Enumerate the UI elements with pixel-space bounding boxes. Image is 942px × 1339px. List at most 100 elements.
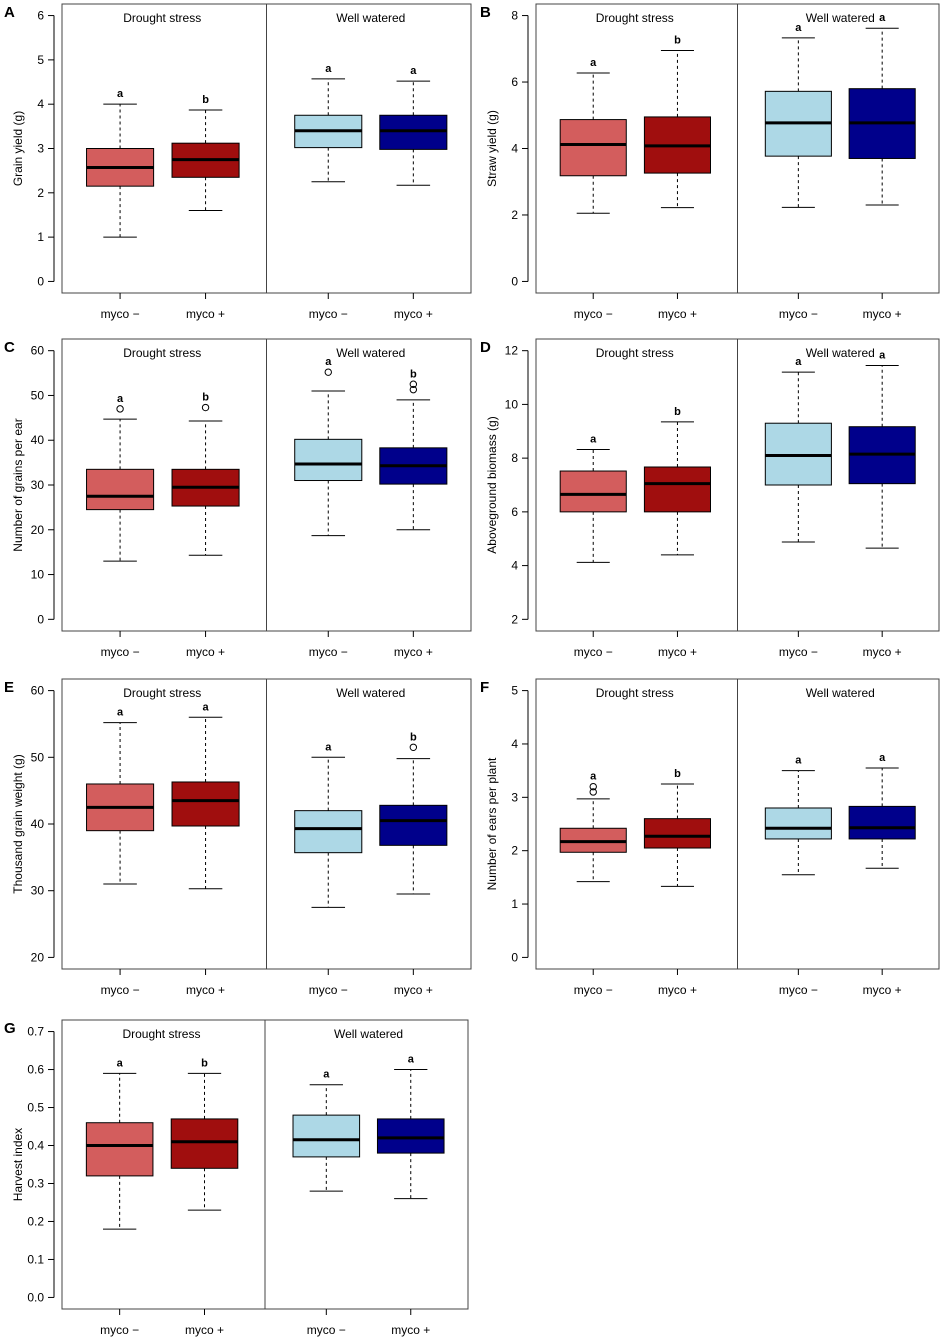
y-tick-label: 0.1: [27, 1252, 44, 1266]
group-label: Well watered: [334, 1027, 403, 1041]
significance-letter: a: [325, 356, 332, 368]
y-tick-label: 0.2: [27, 1214, 44, 1228]
panel-b: B Drought stress Well watered 0 2 4 6 8 Straw yi…: [480, 3, 940, 321]
outlier-point: [116, 405, 124, 413]
y-axis-title: Harvest index: [11, 1128, 25, 1201]
y-tick-label: 50: [31, 388, 45, 402]
x-category-label: myco +: [185, 1323, 224, 1337]
panel-f: F Drought stress Well watered 0 1 2 3 4 5 Number …: [480, 678, 940, 997]
box-drought-minus: a: [559, 771, 627, 883]
significance-letter: a: [795, 755, 802, 767]
box-body: [171, 781, 240, 827]
group-label: Drought stress: [596, 346, 674, 360]
significance-letter: a: [408, 1054, 415, 1066]
y-tick-label: 0: [511, 274, 518, 288]
outlier-point: [409, 743, 418, 751]
significance-letter: b: [202, 392, 209, 404]
group-label: Drought stress: [596, 686, 674, 700]
box-drought-plus: b: [171, 94, 240, 212]
box-drought-plus: b: [643, 34, 711, 209]
box-body: [559, 119, 627, 177]
x-category-label: myco +: [394, 307, 433, 321]
box-well-minus: a: [294, 356, 363, 537]
y-tick-label: 0: [37, 612, 44, 626]
significance-letter: a: [117, 1057, 124, 1069]
group-label: Drought stress: [123, 11, 201, 25]
y-tick-label: 2: [37, 186, 44, 200]
group-label: Well watered: [336, 686, 405, 700]
significance-letter: b: [202, 94, 209, 106]
box-well-plus: b: [379, 731, 448, 895]
outlier-point: [589, 782, 597, 791]
group-label: Well watered: [806, 11, 875, 25]
y-tick-label: 20: [31, 523, 45, 537]
y-axis-title: Aboveground biomass (g): [485, 416, 499, 553]
box-drought-plus: b: [643, 406, 711, 556]
panel-letter: D: [480, 339, 491, 356]
x-category-label: myco +: [658, 307, 697, 321]
outlier-point: [409, 380, 418, 388]
box-well-plus: a: [848, 752, 916, 869]
significance-letter: b: [410, 368, 417, 380]
x-category-label: myco −: [101, 645, 140, 659]
y-tick-label: 2: [511, 208, 518, 222]
panel-letter: F: [480, 679, 489, 696]
group-label: Well watered: [336, 11, 405, 25]
panel-letter: B: [480, 4, 491, 21]
box-well-minus: a: [764, 356, 832, 543]
y-tick-label: 40: [31, 433, 45, 447]
outlier-point: [324, 368, 332, 376]
y-tick-label: 4: [37, 97, 44, 111]
y-tick-label: 4: [511, 142, 518, 156]
group-label: Drought stress: [122, 1027, 200, 1041]
y-tick-label: 8: [511, 451, 518, 465]
box-drought-minus: a: [86, 88, 155, 238]
x-category-label: myco −: [101, 307, 140, 321]
y-axis-title: Straw yield (g): [485, 110, 499, 187]
x-category-label: myco −: [309, 983, 348, 997]
significance-letter: a: [410, 65, 417, 77]
box-body: [376, 1118, 445, 1154]
box-well-minus: a: [764, 22, 832, 208]
y-tick-label: 0.6: [27, 1063, 44, 1077]
x-category-label: myco −: [101, 983, 140, 997]
panel-e: E Drought stress Well watered 20 30 40 50 60 Tho…: [4, 678, 472, 997]
box-drought-plus: b: [170, 1057, 239, 1211]
y-tick-label: 6: [511, 505, 518, 519]
significance-letter: a: [117, 707, 124, 719]
x-category-label: myco +: [863, 645, 902, 659]
box-drought-minus: a: [559, 434, 627, 563]
significance-letter: a: [590, 434, 597, 446]
y-tick-label: 0.7: [27, 1025, 44, 1039]
y-axis-title: Grain yield (g): [11, 111, 25, 186]
x-category-label: myco −: [779, 307, 818, 321]
group-label: Well watered: [806, 346, 875, 360]
significance-letter: a: [325, 741, 332, 753]
y-tick-label: 0: [37, 274, 44, 288]
significance-letter: a: [325, 63, 332, 75]
y-tick-label: 0.5: [27, 1101, 44, 1115]
box-well-minus: a: [294, 63, 363, 183]
y-tick-label: 40: [31, 817, 45, 831]
y-tick-label: 0.3: [27, 1176, 44, 1190]
significance-letter: b: [201, 1057, 208, 1069]
x-category-label: myco +: [186, 307, 225, 321]
y-axis-title: Number of grains per ear: [11, 418, 25, 551]
y-tick-label: 2: [511, 612, 518, 626]
box-body: [764, 807, 832, 840]
x-category-label: myco +: [394, 983, 433, 997]
box-body: [379, 114, 448, 150]
box-well-plus: a: [379, 65, 448, 186]
box-drought-plus: b: [643, 768, 711, 887]
significance-letter: a: [590, 57, 597, 69]
box-body: [294, 810, 363, 854]
y-tick-label: 10: [31, 568, 45, 582]
significance-letter: a: [879, 12, 886, 24]
significance-letter: a: [202, 701, 209, 713]
box-well-plus: b: [379, 368, 448, 531]
significance-letter: b: [674, 34, 681, 46]
box-drought-plus: b: [171, 392, 240, 556]
box-drought-minus: a: [559, 57, 627, 214]
box-drought-minus: a: [86, 707, 155, 885]
